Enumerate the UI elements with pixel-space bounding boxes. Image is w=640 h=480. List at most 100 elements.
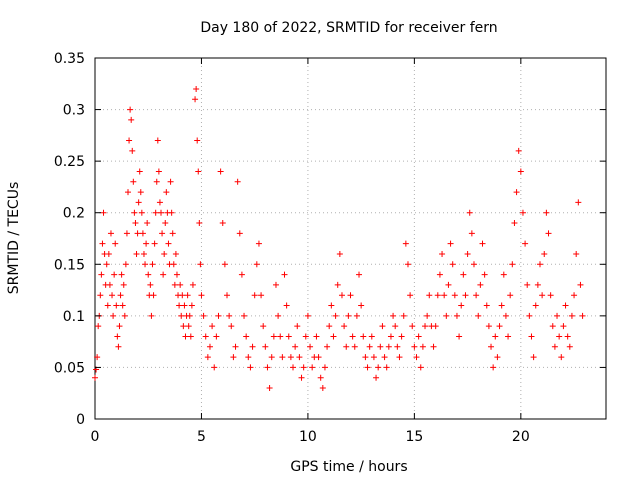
data-point — [328, 302, 335, 309]
data-point — [121, 312, 128, 319]
data-point — [549, 323, 556, 330]
data-point — [253, 261, 260, 268]
data-point — [113, 302, 120, 309]
data-point — [236, 230, 243, 237]
data-point — [464, 250, 471, 257]
data-point — [377, 343, 384, 350]
data-point — [326, 323, 333, 330]
data-point — [573, 250, 580, 257]
data-point — [356, 271, 363, 278]
data-point — [153, 178, 160, 185]
data-point — [362, 354, 369, 361]
data-point — [413, 354, 420, 361]
data-point — [417, 364, 424, 371]
data-point — [95, 323, 102, 330]
data-point — [184, 292, 191, 299]
data-point — [154, 137, 161, 144]
data-point — [353, 312, 360, 319]
data-point — [439, 250, 446, 257]
data-point — [345, 312, 352, 319]
data-point — [394, 343, 401, 350]
y-tick-label: 0 — [76, 412, 85, 428]
data-point — [419, 343, 426, 350]
data-point — [294, 323, 301, 330]
y-tick-label: 0.15 — [54, 257, 85, 273]
x-tick-label: 5 — [197, 429, 206, 445]
data-point — [136, 168, 143, 175]
data-point — [332, 312, 339, 319]
data-point — [432, 323, 439, 330]
data-point — [158, 209, 165, 216]
data-point — [409, 323, 416, 330]
data-point — [287, 354, 294, 361]
data-point — [500, 271, 507, 278]
data-point — [277, 333, 284, 340]
data-point — [568, 312, 575, 319]
data-point — [92, 374, 98, 381]
data-point — [453, 312, 460, 319]
data-point — [110, 312, 117, 319]
data-point — [107, 230, 114, 237]
y-tick-label: 0.1 — [63, 309, 85, 325]
data-point — [268, 354, 275, 361]
data-point — [94, 354, 101, 361]
data-point — [195, 168, 202, 175]
data-point — [249, 343, 256, 350]
data-point — [209, 323, 216, 330]
data-point — [97, 292, 104, 299]
data-point — [387, 333, 394, 340]
data-point — [343, 343, 350, 350]
data-point — [509, 261, 516, 268]
data-point — [575, 199, 582, 206]
data-point — [266, 385, 273, 392]
data-point — [202, 333, 209, 340]
data-point — [470, 261, 477, 268]
data-point — [392, 323, 399, 330]
data-point — [194, 137, 201, 144]
x-tick-label: 10 — [299, 429, 317, 445]
data-point — [211, 364, 218, 371]
y-tick-label: 0.2 — [63, 206, 85, 222]
data-point — [447, 240, 454, 247]
data-point — [368, 333, 375, 340]
data-point — [473, 292, 480, 299]
plot-frame — [94, 57, 607, 420]
data-point — [522, 240, 529, 247]
data-point — [167, 178, 174, 185]
data-point — [161, 250, 168, 257]
data-point — [143, 240, 150, 247]
data-point — [228, 323, 235, 330]
data-point — [390, 312, 397, 319]
y-tick-label: 0.3 — [63, 103, 85, 119]
data-point — [321, 364, 328, 371]
data-point — [530, 354, 537, 361]
data-point — [292, 343, 299, 350]
data-point — [272, 281, 279, 288]
data-point — [162, 220, 169, 227]
data-point — [507, 292, 514, 299]
data-point — [290, 364, 297, 371]
data-point — [579, 312, 586, 319]
data-point — [402, 240, 409, 247]
data-point — [526, 312, 533, 319]
data-point — [106, 281, 113, 288]
data-point — [492, 333, 499, 340]
data-point — [104, 302, 111, 309]
data-point — [129, 147, 136, 154]
data-point — [117, 292, 124, 299]
data-point — [536, 261, 543, 268]
data-point — [502, 312, 509, 319]
data-point — [142, 261, 149, 268]
grid-lines — [95, 58, 606, 419]
data-point — [524, 281, 531, 288]
data-point — [230, 354, 237, 361]
data-point — [192, 96, 199, 103]
data-point — [379, 323, 386, 330]
data-point — [226, 312, 233, 319]
data-point — [400, 312, 407, 319]
data-point — [198, 292, 205, 299]
data-point — [262, 343, 269, 350]
data-point — [396, 354, 403, 361]
data-point — [309, 364, 316, 371]
data-point — [132, 220, 139, 227]
